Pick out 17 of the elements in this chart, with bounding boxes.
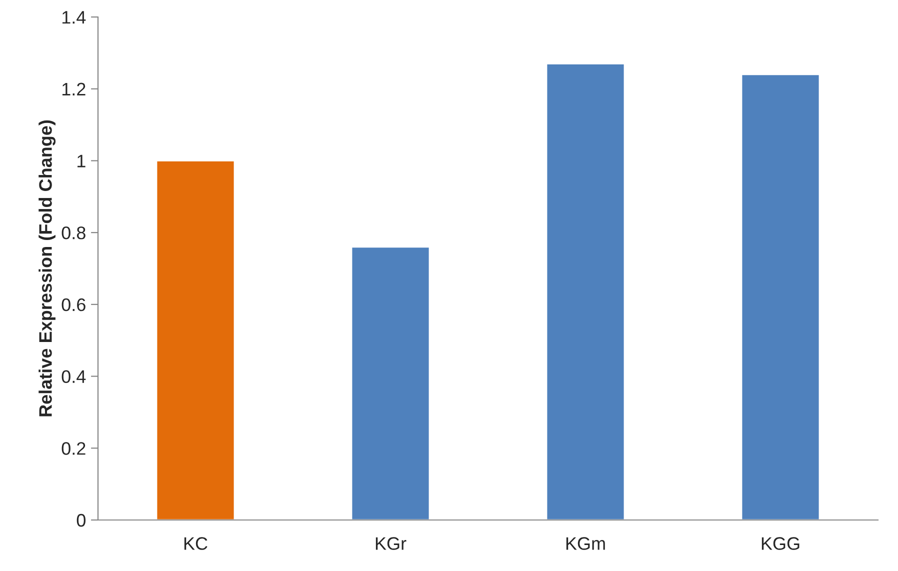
y-axis-title: Relative Expression (Fold Change): [38, 120, 56, 416]
bar: [546, 63, 626, 520]
y-tick-label: 0.2: [62, 442, 86, 455]
x-tick-label: KC: [184, 537, 208, 550]
y-tick-label: 1: [78, 154, 86, 168]
y-tick-label: 0: [76, 514, 86, 527]
bar: [156, 160, 236, 520]
y-tick-label: 1.4: [62, 11, 86, 24]
bar: [740, 74, 820, 520]
x-tick-label: KGr: [376, 537, 406, 550]
x-tick-label: KGG: [762, 537, 800, 550]
y-tick-label: 0.4: [62, 370, 86, 384]
bar: [350, 246, 430, 520]
y-tick-label: 1.2: [62, 82, 86, 96]
y-tick-label: 0.8: [62, 226, 86, 240]
y-tick-label: 0.6: [62, 298, 86, 312]
x-tick-label: KGm: [566, 537, 605, 550]
